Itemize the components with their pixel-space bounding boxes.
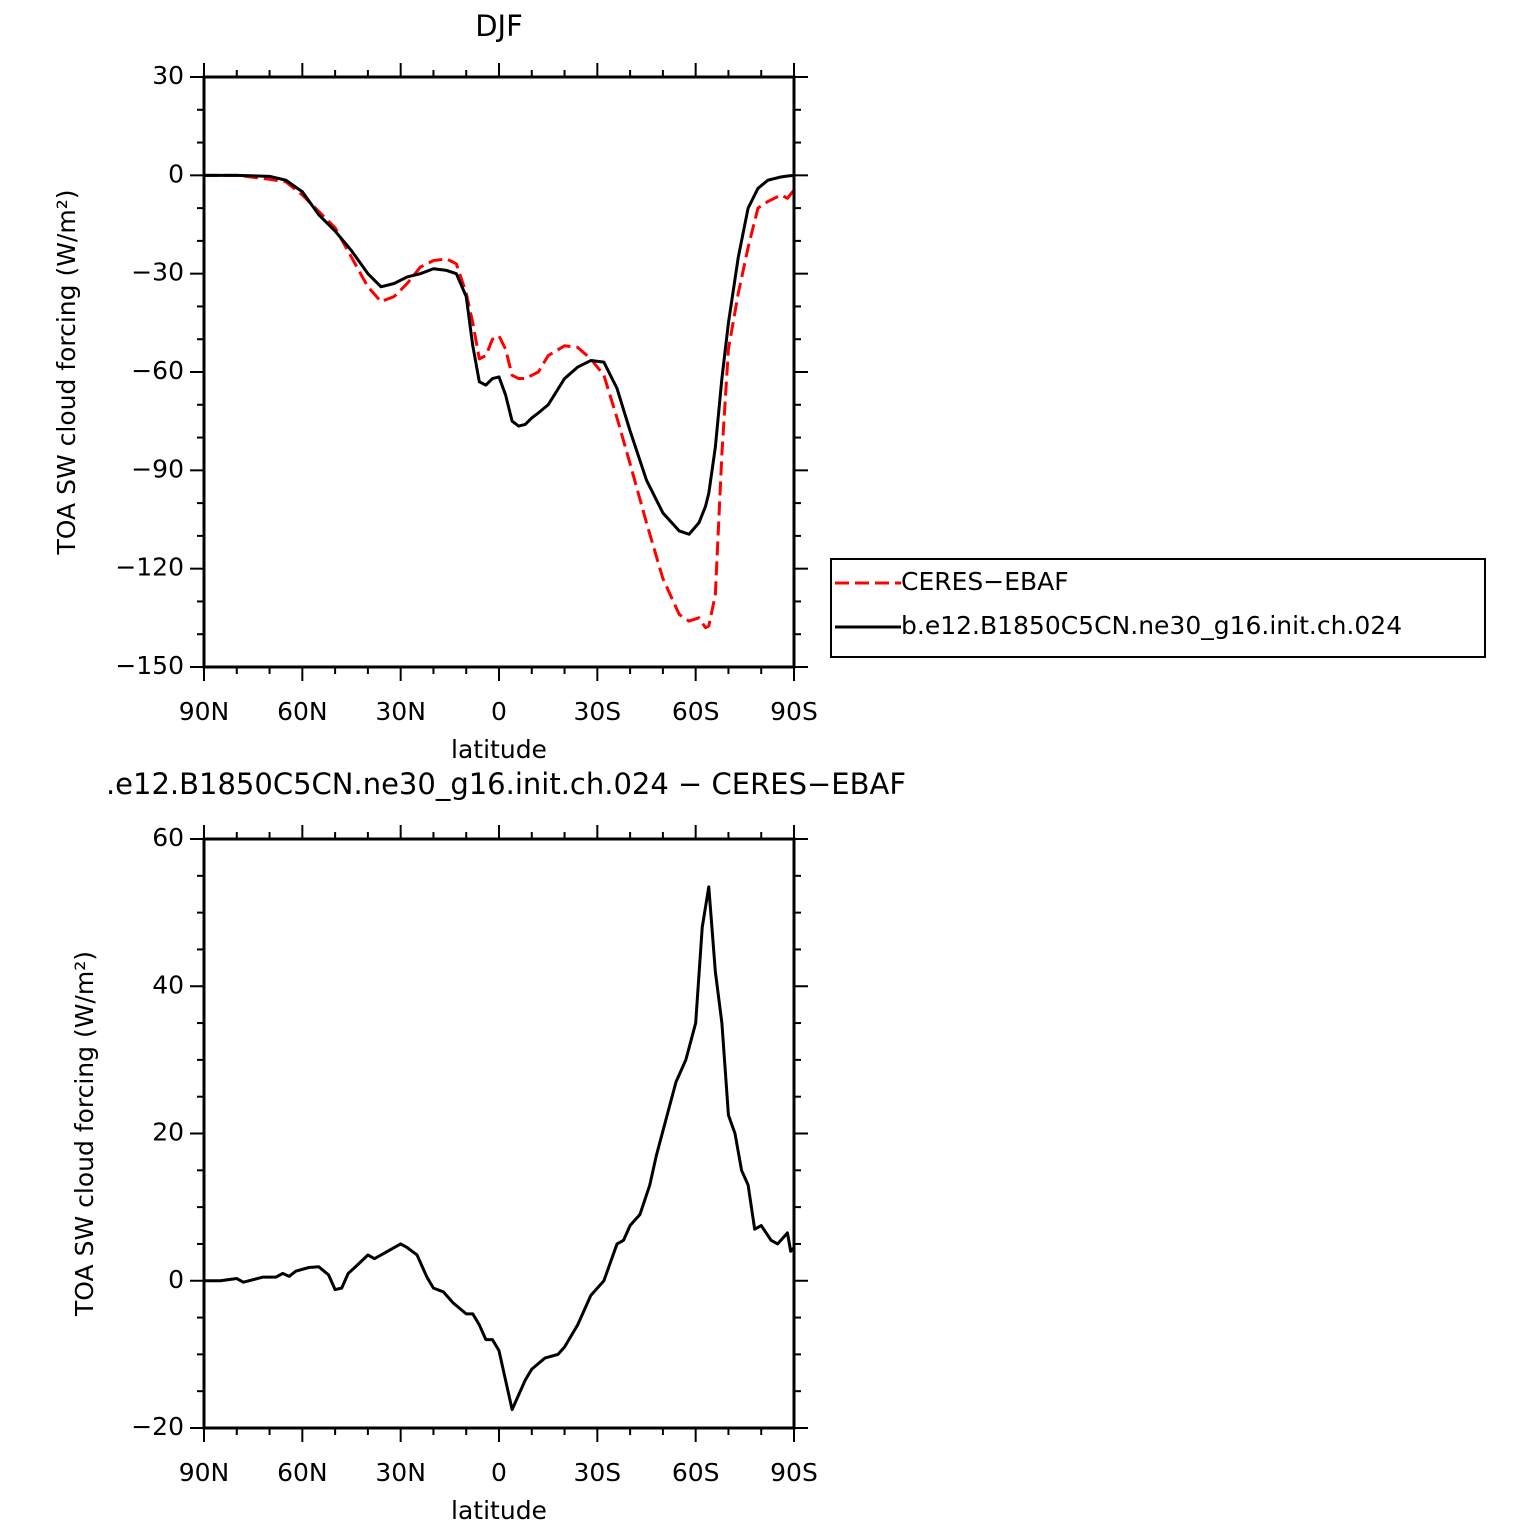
plot-frame	[202, 75, 796, 669]
y-tick-label: −120	[115, 553, 184, 582]
x-tick-label: 90N	[179, 697, 230, 726]
x-tick-label: 60N	[277, 697, 328, 726]
y-axis-label: TOA SW cloud forcing (W/m²)	[52, 190, 81, 556]
x-tick-label: 90N	[179, 1458, 230, 1487]
x-tick-label: 30N	[375, 697, 426, 726]
y-tick-label: −20	[131, 1412, 184, 1441]
y-tick-label: 30	[152, 61, 184, 90]
chart-title: DJF	[475, 9, 523, 43]
y-tick-label: −90	[131, 454, 184, 483]
legend-label: b.e12.B1850C5CN.ne30_g16.init.ch.024	[901, 611, 1402, 640]
plot-frame	[202, 837, 796, 1430]
x-tick-label: 30S	[573, 1458, 621, 1487]
x-axis-label: latitude	[451, 735, 547, 764]
y-tick-label: −60	[131, 356, 184, 385]
x-tick-label: 0	[491, 697, 507, 726]
x-tick-label: 90S	[770, 697, 818, 726]
x-tick-label: 60N	[277, 1458, 328, 1487]
y-tick-label: −30	[131, 258, 184, 287]
x-tick-label: 90S	[770, 1458, 818, 1487]
y-tick-label: 0	[168, 159, 184, 188]
data-line	[204, 885, 796, 1412]
y-tick-label: −150	[115, 651, 184, 680]
x-axis-label: latitude	[451, 1496, 547, 1525]
y-tick-label: 60	[152, 823, 184, 852]
y-tick-label: 0	[168, 1265, 184, 1294]
x-tick-label: 0	[491, 1458, 507, 1487]
y-tick-label: 20	[152, 1118, 184, 1147]
x-tick-label: 30N	[375, 1458, 426, 1487]
legend-label: CERES−EBAF	[901, 567, 1069, 596]
data-line	[204, 173, 795, 536]
data-line	[204, 173, 796, 630]
x-tick-label: 30S	[573, 697, 621, 726]
x-tick-label: 60S	[672, 697, 720, 726]
y-tick-label: 40	[152, 970, 184, 999]
legend-box	[830, 558, 1486, 658]
x-tick-label: 60S	[672, 1458, 720, 1487]
y-axis-label: TOA SW cloud forcing (W/m²)	[70, 951, 99, 1317]
chart-title: .e12.B1850C5CN.ne30_g16.init.ch.024 − CE…	[106, 767, 906, 801]
